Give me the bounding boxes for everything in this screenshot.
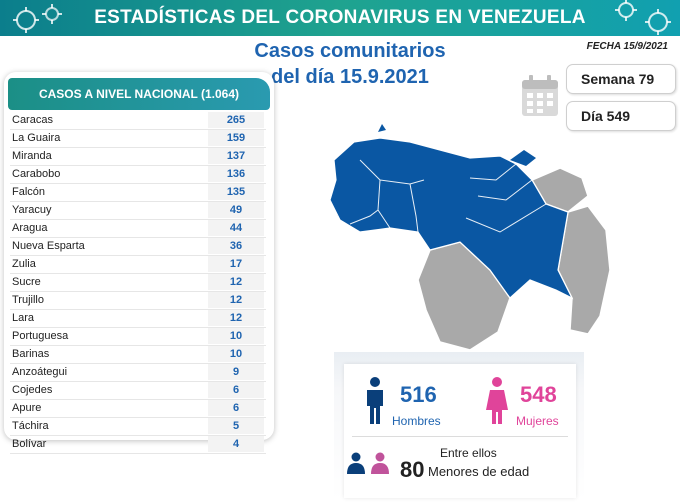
- state-name: Lara: [12, 312, 35, 324]
- men-label: Hombres: [392, 414, 441, 428]
- map-venezuela: [329, 124, 611, 351]
- state-cases: 135: [208, 184, 264, 200]
- state-cases: 5: [208, 418, 264, 434]
- minors-label: Menores de edad: [428, 464, 530, 479]
- state-name: Carabobo: [12, 168, 61, 180]
- state-name: Yaracuy: [12, 204, 52, 216]
- table-row: Táchira 5: [10, 418, 266, 436]
- state-cases: 9: [208, 364, 264, 380]
- stats-box: [344, 364, 576, 498]
- state-cases: 137: [208, 148, 264, 164]
- man-icon: [367, 377, 383, 424]
- week-badge: Semana 79: [566, 64, 676, 94]
- table-row: Miranda 137: [10, 148, 266, 166]
- table-row: Carabobo 136: [10, 166, 266, 184]
- virus-icon: [615, 0, 671, 35]
- table-row: Barinas 10: [10, 346, 266, 364]
- children-icon: [347, 452, 389, 474]
- table-row: Caracas 265: [10, 112, 266, 130]
- table-row: Aragua 44: [10, 220, 266, 238]
- state-name: Aragua: [12, 222, 48, 234]
- day-label: Día 549: [581, 108, 631, 124]
- table-row: Nueva Esparta 36: [10, 238, 266, 256]
- minors-count: 80: [400, 457, 425, 482]
- state-name: Trujillo: [12, 294, 44, 306]
- state-cases: 4: [208, 436, 264, 452]
- table-row: La Guaira 159: [10, 130, 266, 148]
- table-row: Bolívar 4: [10, 436, 266, 454]
- state-name: La Guaira: [12, 132, 61, 144]
- state-cases: 10: [208, 346, 264, 362]
- state-cases: 12: [208, 274, 264, 290]
- page-title: Casos comunitarios del día 15.9.2021: [200, 38, 500, 90]
- headline-line2: del día 15.9.2021: [271, 66, 429, 88]
- table-row: Yaracuy 49: [10, 202, 266, 220]
- headline-line1: Casos comunitarios: [254, 40, 446, 62]
- table-row: Portuguesa 10: [10, 328, 266, 346]
- state-cases: 136: [208, 166, 264, 182]
- table-row: Trujillo 12: [10, 292, 266, 310]
- men-count: 516: [400, 382, 437, 407]
- cases-table-header: CASOS A NIVEL NACIONAL (1.064): [8, 78, 270, 110]
- table-row: Zulia 17: [10, 256, 266, 274]
- state-cases: 159: [208, 130, 264, 146]
- state-name: Falcón: [12, 186, 46, 198]
- calendar-icon: [522, 75, 558, 116]
- state-cases: 6: [208, 382, 264, 398]
- state-name: Miranda: [12, 150, 52, 162]
- state-cases: 6: [208, 400, 264, 416]
- table-row: Apure 6: [10, 400, 266, 418]
- women-label: Mujeres: [516, 414, 559, 428]
- stats-divider: [352, 436, 568, 437]
- table-row: Sucre 12: [10, 274, 266, 292]
- state-name: Apure: [12, 402, 42, 414]
- cases-table: Caracas 265 La Guaira 159 Miranda 137 Carabobo…: [10, 112, 266, 454]
- state-name: Táchira: [12, 420, 49, 432]
- table-row: Lara 12: [10, 310, 266, 328]
- woman-icon: [486, 377, 508, 424]
- table-row: Falcón 135: [10, 184, 266, 202]
- state-name: Portuguesa: [12, 330, 69, 342]
- women-count: 548: [520, 382, 557, 407]
- state-name: Barinas: [12, 348, 50, 360]
- state-cases: 12: [208, 292, 264, 308]
- state-name: Sucre: [12, 276, 41, 288]
- banner-title: ESTADÍSTICAS DEL CORONAVIRUS EN VENEZUEL…: [94, 7, 586, 28]
- table-row: Cojedes 6: [10, 382, 266, 400]
- state-cases: 49: [208, 202, 264, 218]
- banner: [0, 0, 680, 36]
- state-name: Cojedes: [12, 384, 53, 396]
- state-cases: 44: [208, 220, 264, 236]
- day-badge: Día 549: [566, 101, 676, 131]
- minors-intro: Entre ellos: [440, 446, 497, 460]
- state-cases: 12: [208, 310, 264, 326]
- state-cases: 36: [208, 238, 264, 254]
- state-cases: 17: [208, 256, 264, 272]
- week-label: Semana 79: [581, 71, 655, 87]
- state-name: Anzoátegui: [12, 366, 68, 378]
- date-label: FECHA 15/9/2021: [586, 41, 668, 52]
- state-name: Caracas: [12, 114, 53, 126]
- state-cases: 265: [208, 112, 264, 128]
- virus-icon: [13, 4, 62, 33]
- state-name: Bolívar: [12, 438, 47, 450]
- state-cases: 10: [208, 328, 264, 344]
- state-name: Zulia: [12, 258, 36, 270]
- state-name: Nueva Esparta: [12, 240, 85, 252]
- table-row: Anzoátegui 9: [10, 364, 266, 382]
